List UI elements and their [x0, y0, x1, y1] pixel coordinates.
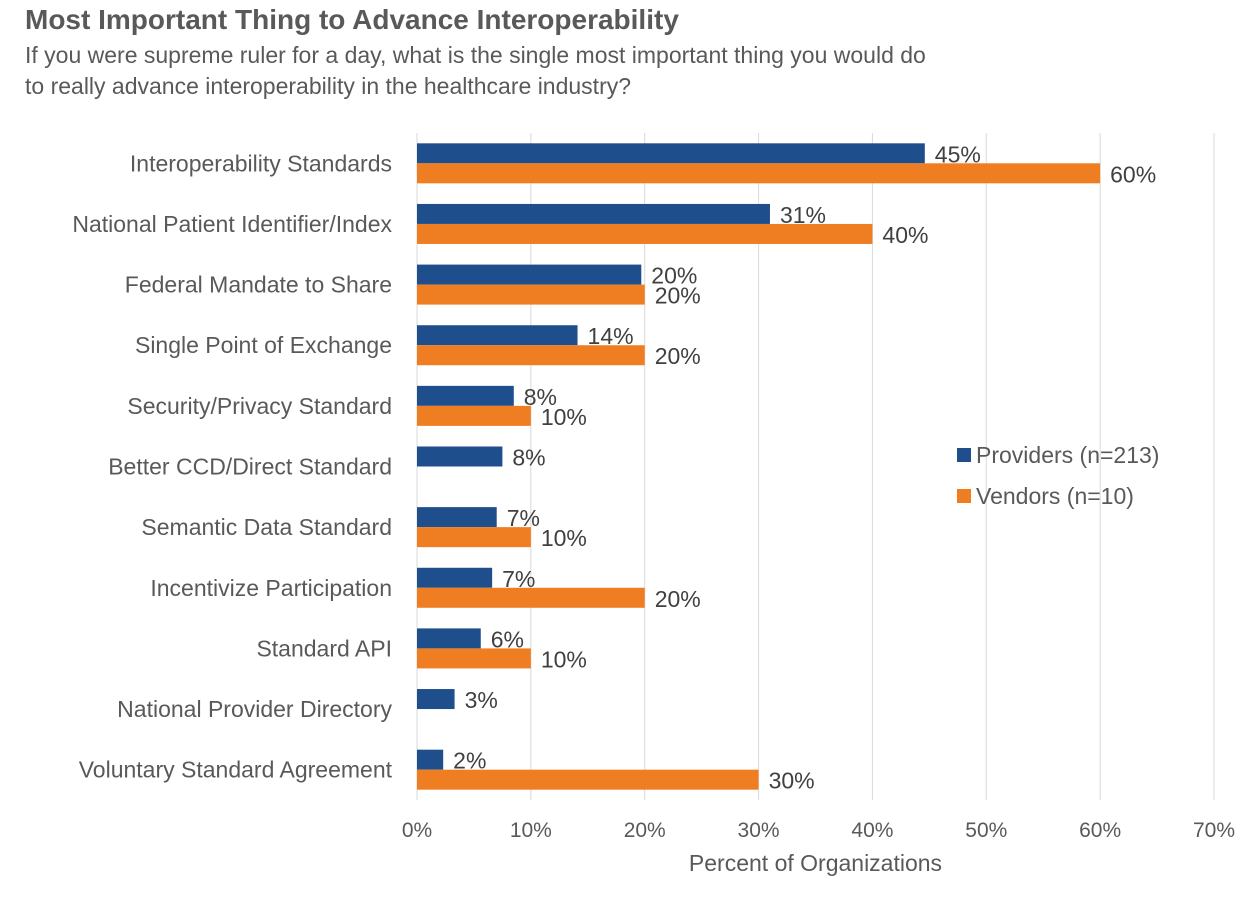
data-label: 10% [541, 646, 587, 672]
x-tick-label: 20% [624, 819, 666, 842]
data-label: 8% [512, 445, 545, 471]
category-label: Single Point of Exchange [135, 332, 392, 358]
data-label: 2% [453, 748, 486, 774]
x-tick-label: 50% [965, 819, 1007, 842]
data-label: 60% [1110, 161, 1156, 187]
category-label: Interoperability Standards [130, 150, 392, 176]
bar-providers [417, 628, 481, 649]
x-tick-label: 30% [738, 819, 780, 842]
data-label: 20% [651, 263, 697, 289]
data-label: 8% [524, 384, 557, 410]
data-label: 20% [655, 343, 701, 369]
legend-label: Vendors (n=10) [976, 483, 1134, 509]
legend-label: Providers (n=213) [976, 442, 1159, 468]
category-label: Federal Mandate to Share [125, 272, 392, 298]
x-axis-title: Percent of Organizations [689, 850, 942, 876]
chart-subtitle: If you were supreme ruler for a day, wha… [25, 40, 1025, 102]
bar-vendors [417, 163, 1101, 184]
bar-vendors [417, 769, 759, 790]
chart-title: Most Important Thing to Advance Interope… [25, 4, 679, 35]
bar-providers [417, 385, 514, 406]
subtitle-line-2: to really advance interoperability in th… [25, 73, 632, 99]
bar-providers [417, 203, 770, 224]
category-label: Semantic Data Standard [141, 514, 392, 540]
category-label: Security/Privacy Standard [127, 393, 392, 419]
bar-providers [417, 264, 642, 285]
category-label: Voluntary Standard Agreement [79, 757, 393, 783]
data-label: 20% [655, 283, 701, 309]
bar-providers [417, 689, 455, 710]
category-label: National Provider Directory [117, 696, 392, 722]
data-label: 7% [502, 566, 535, 592]
bar-providers [417, 567, 493, 588]
bar-vendors [417, 587, 645, 608]
data-label: 30% [769, 768, 815, 794]
x-tick-label: 40% [851, 819, 893, 842]
legend-swatch-vendors [957, 489, 971, 503]
data-label: 14% [588, 323, 634, 349]
bar-providers [417, 143, 925, 164]
data-label: 7% [507, 505, 540, 531]
data-label: 31% [780, 202, 826, 228]
bar-vendors [417, 223, 873, 244]
bar-providers [417, 325, 578, 346]
x-tick-label: 0% [402, 819, 432, 842]
bar-providers [417, 446, 503, 467]
data-label: 10% [541, 525, 587, 551]
subtitle-line-1: If you were supreme ruler for a day, wha… [25, 42, 926, 68]
data-label: 3% [465, 687, 498, 713]
category-label: Better CCD/Direct Standard [108, 454, 392, 480]
bar-providers [417, 749, 444, 770]
bar-vendors [417, 405, 531, 426]
x-tick-label: 10% [510, 819, 552, 842]
bar-vendors [417, 284, 645, 305]
bar-vendors [417, 527, 531, 548]
data-label: 6% [491, 626, 524, 652]
bar-vendors [417, 648, 531, 669]
x-tick-label: 70% [1193, 819, 1235, 842]
data-label: 40% [882, 222, 928, 248]
bar-vendors [417, 345, 645, 366]
data-label: 45% [935, 141, 981, 167]
legend-swatch-providers [957, 448, 971, 462]
category-label: Standard API [256, 635, 392, 661]
category-label: National Patient Identifier/Index [72, 211, 392, 237]
data-label: 20% [655, 586, 701, 612]
category-label: Incentivize Participation [150, 575, 392, 601]
bar-providers [417, 507, 497, 528]
x-tick-label: 60% [1079, 819, 1121, 842]
data-label: 10% [541, 404, 587, 430]
